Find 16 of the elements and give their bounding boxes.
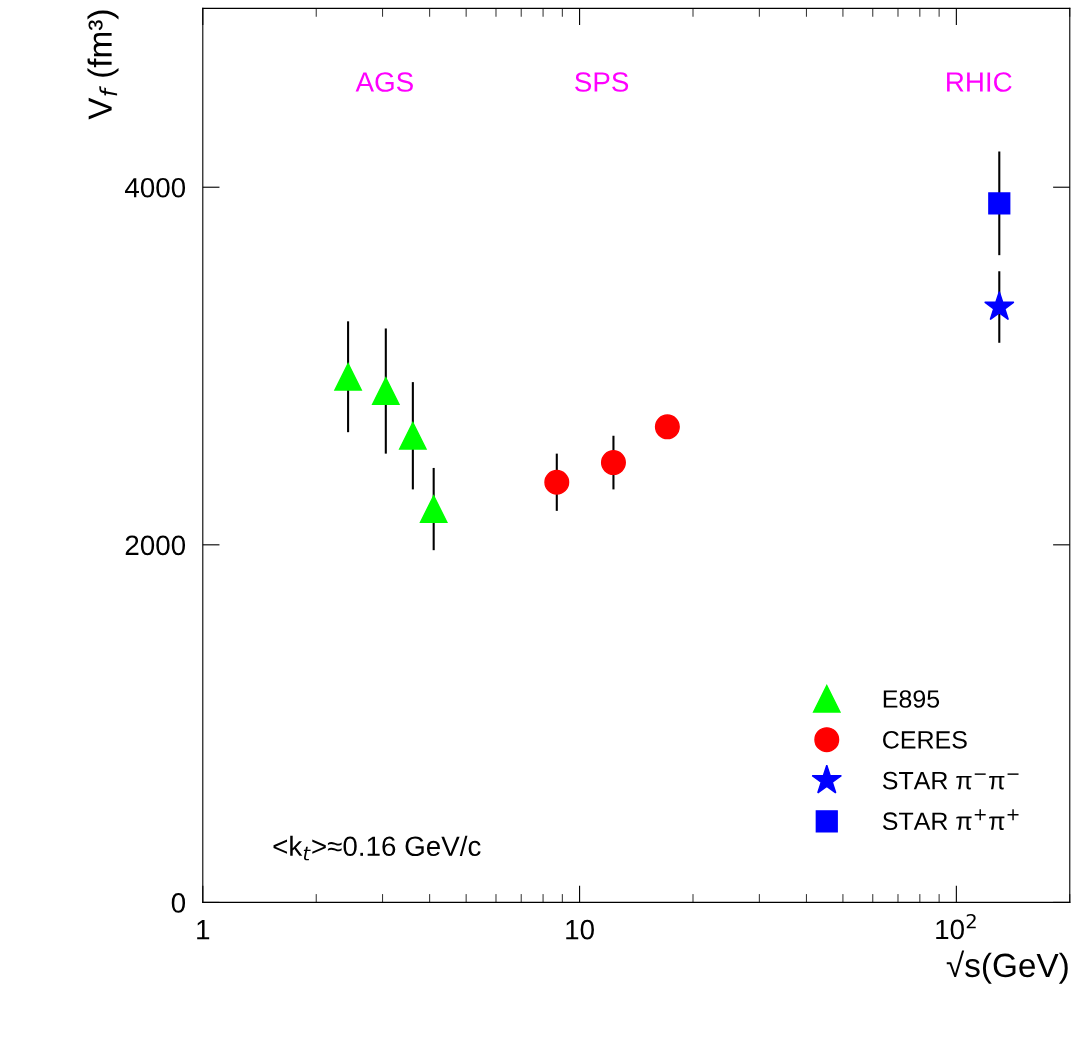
legend-label: E895: [883, 690, 940, 708]
legend-label: CERES: [883, 730, 967, 749]
annotation: SPS: [575, 72, 629, 92]
annotation: <k$_{t}$>≈0.16 GeV/c: [273, 835, 481, 861]
legend-label: STAR π$^{+}$π$^{+}$: [882, 809, 1019, 831]
y-tick-label: 2000: [125, 535, 186, 556]
y-tick-label: 0: [171, 893, 186, 913]
legend-label: STAR π$^{−}$π$^{−}$: [882, 771, 1019, 790]
annotation: AGS: [355, 72, 413, 92]
x-axis-title: √s(GeV): [946, 950, 1068, 984]
annotation: RHIC: [947, 72, 1012, 92]
y-tick-label: 4000: [124, 177, 186, 198]
x-tick-label: 10: [566, 919, 594, 940]
y-axis-title: V$_{f}$ (fm³): [87, 10, 119, 120]
x-tick-label: 10$^{2}$: [936, 913, 976, 940]
x-tick-label: 1: [197, 920, 210, 940]
